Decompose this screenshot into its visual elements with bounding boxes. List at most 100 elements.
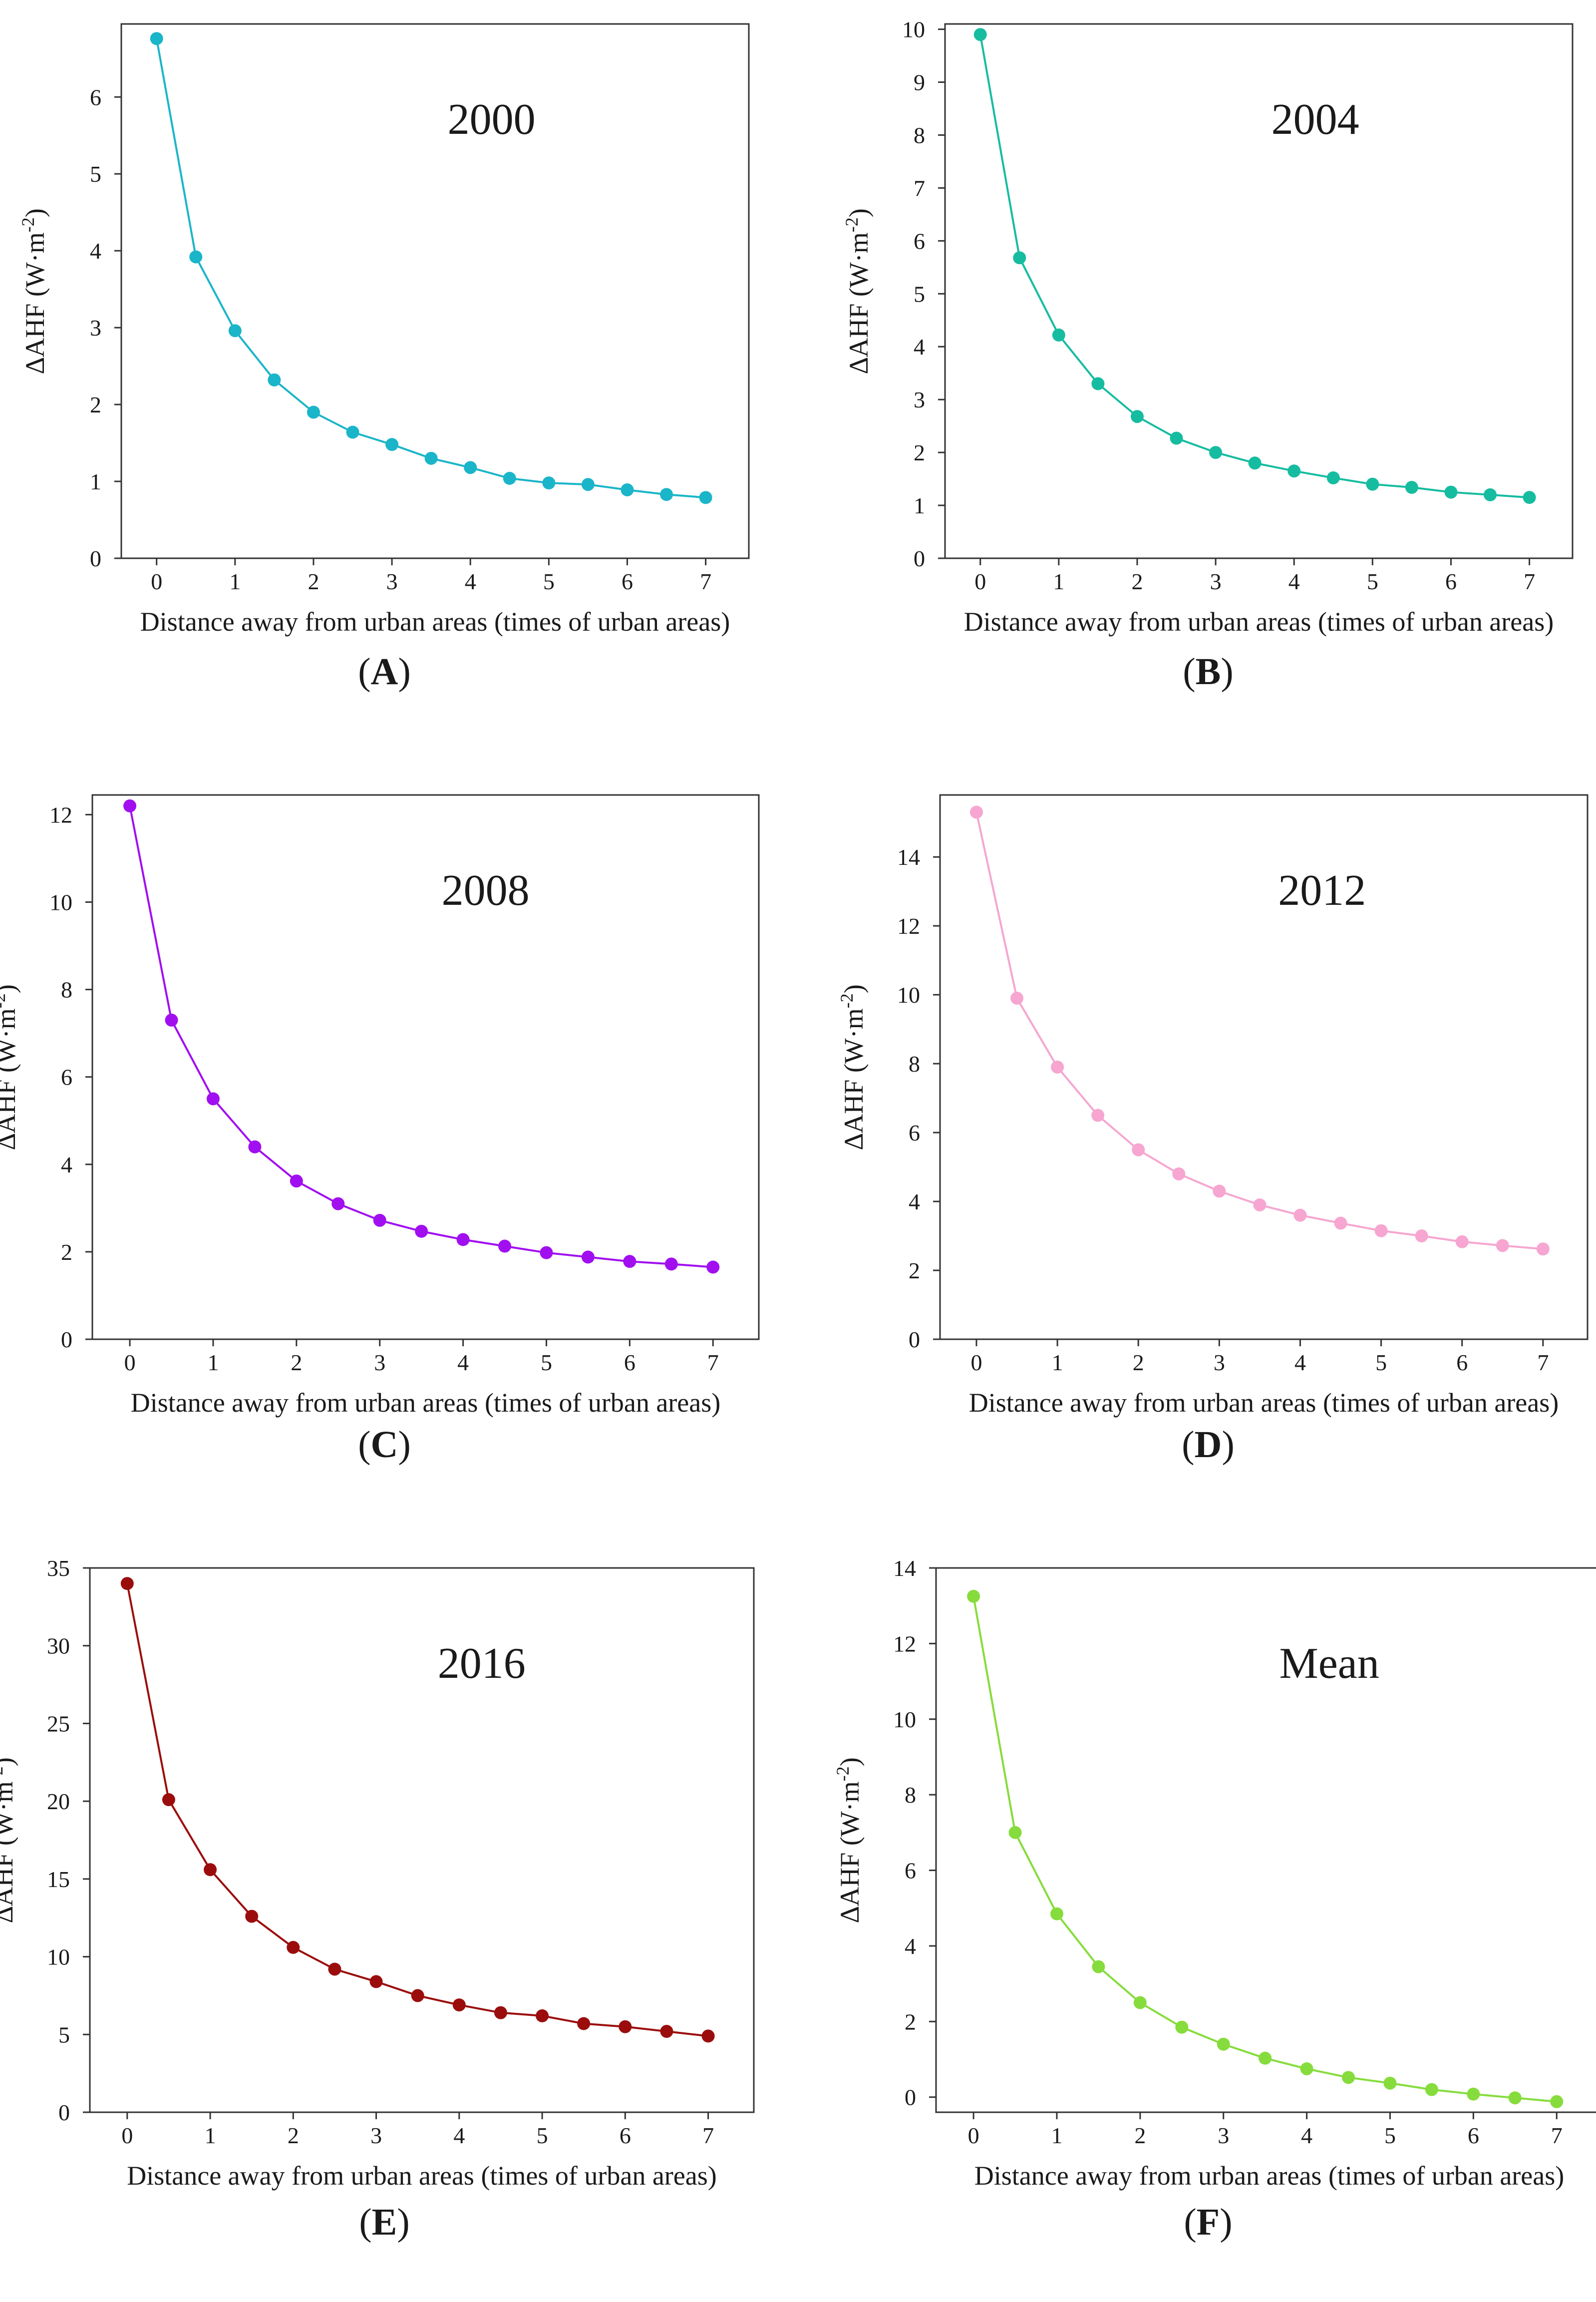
y-tick-label: 1 (90, 469, 101, 494)
data-point (621, 483, 634, 496)
y-tick-label: 8 (905, 1782, 916, 1808)
data-point (1425, 2083, 1438, 2096)
y-tick-label: 12 (49, 802, 72, 827)
data-point (1217, 2037, 1230, 2051)
x-tick-label: 4 (457, 1350, 469, 1375)
data-point (973, 28, 987, 41)
x-tick-label: 7 (1551, 2123, 1563, 2148)
y-tick-label: 2 (909, 1258, 920, 1283)
y-tick-label: 6 (905, 1858, 916, 1884)
data-point (498, 1239, 512, 1253)
chart-title: 2004 (1272, 95, 1359, 144)
data-point (228, 324, 242, 338)
y-tick-label: 4 (61, 1152, 72, 1177)
data-point (701, 2029, 715, 2043)
y-tick-label: 9 (914, 70, 925, 95)
y-tick-label: 6 (914, 228, 925, 254)
x-tick-label: 5 (543, 569, 555, 594)
data-point (452, 1998, 466, 2012)
data-point (331, 1197, 345, 1210)
data-point (1287, 464, 1301, 478)
x-tick-label: 0 (974, 569, 986, 594)
y-tick-label: 8 (914, 122, 925, 148)
data-point (623, 1255, 637, 1268)
data-point (1172, 1167, 1186, 1180)
x-tick-label: 1 (1053, 569, 1064, 594)
x-tick-label: 6 (1456, 1350, 1468, 1375)
plot-frame (944, 23, 1574, 559)
x-tick-label: 3 (1214, 1350, 1225, 1375)
x-tick-label: 1 (1051, 2123, 1062, 2148)
x-tick-label: 1 (1052, 1350, 1063, 1375)
y-tick-label: 0 (58, 2100, 70, 2125)
x-tick-label: 2 (1133, 1350, 1144, 1375)
y-tick-label: 5 (914, 281, 925, 307)
x-tick-label: 4 (1301, 2123, 1312, 2148)
x-axis-title: Distance away from urban areas (times of… (127, 2161, 716, 2191)
data-point (464, 461, 477, 474)
data-point (1467, 2087, 1480, 2101)
x-tick-label: 2 (288, 2123, 299, 2148)
data-point (373, 1213, 386, 1227)
chart-title: 2008 (442, 866, 530, 915)
y-tick-label: 2 (61, 1239, 72, 1265)
x-tick-label: 5 (1384, 2123, 1396, 2148)
y-axis-title: ∆AHF (W·m-2) (833, 1757, 865, 1922)
data-point (206, 1092, 220, 1106)
x-tick-label: 5 (541, 1350, 552, 1375)
data-point (1010, 992, 1024, 1005)
y-axis-title: ∆AHF (W·m-2) (18, 208, 50, 374)
y-tick-label: 12 (897, 913, 920, 939)
y-tick-label: 0 (61, 1327, 72, 1352)
x-axis-title: Distance away from urban areas (times of… (140, 607, 730, 637)
series-line (975, 812, 1543, 1250)
data-point (346, 425, 359, 439)
x-tick-label: 0 (968, 2123, 979, 2148)
x-tick-label: 4 (453, 2123, 465, 2148)
data-point (268, 373, 281, 386)
x-tick-label: 3 (1210, 569, 1222, 594)
panel-caption: (E) (359, 2201, 409, 2243)
data-point (456, 1233, 470, 1246)
data-point (1213, 1184, 1226, 1198)
chart-panel-a: 0 1 2 3 4 5 6 7 0 1 2 3 4 5 6 Distance away from urban … (18, 23, 750, 693)
x-tick-label: 5 (1367, 569, 1378, 594)
y-tick-label: 2 (905, 2009, 916, 2034)
data-point (1013, 251, 1026, 265)
data-point (619, 2020, 632, 2033)
y-tick-label: 0 (905, 2085, 916, 2110)
x-tick-label: 6 (1468, 2123, 1479, 2148)
data-point (1508, 2091, 1522, 2105)
data-point (1293, 1208, 1307, 1222)
data-point (424, 451, 438, 465)
data-point (1334, 1216, 1347, 1230)
data-point (1175, 2020, 1189, 2034)
data-point (706, 1260, 720, 1274)
y-tick-label: 15 (47, 1867, 70, 1892)
data-point (1248, 456, 1262, 470)
data-point (1091, 1109, 1105, 1122)
data-point (660, 2025, 673, 2038)
x-tick-label: 2 (308, 569, 319, 594)
data-point (287, 1940, 300, 1954)
data-point (577, 2017, 591, 2030)
x-tick-label: 7 (700, 569, 711, 594)
panel-caption: (A) (358, 651, 411, 693)
y-tick-label: 14 (897, 844, 920, 870)
x-tick-label: 3 (386, 569, 398, 594)
y-axis-title: ∆AHF (W·m-2) (0, 1757, 18, 1922)
data-point (581, 478, 595, 491)
data-point (189, 250, 203, 264)
data-point (699, 491, 712, 504)
y-tick-label: 3 (914, 387, 925, 412)
y-tick-label: 0 (914, 546, 925, 571)
y-tick-label: 4 (905, 1933, 916, 1959)
y-tick-label: 8 (61, 977, 72, 1003)
x-tick-label: 2 (1131, 569, 1143, 594)
data-point (123, 799, 137, 812)
y-tick-label: 10 (47, 1944, 70, 1970)
y-tick-label: 30 (47, 1633, 70, 1659)
data-point (967, 1589, 980, 1603)
